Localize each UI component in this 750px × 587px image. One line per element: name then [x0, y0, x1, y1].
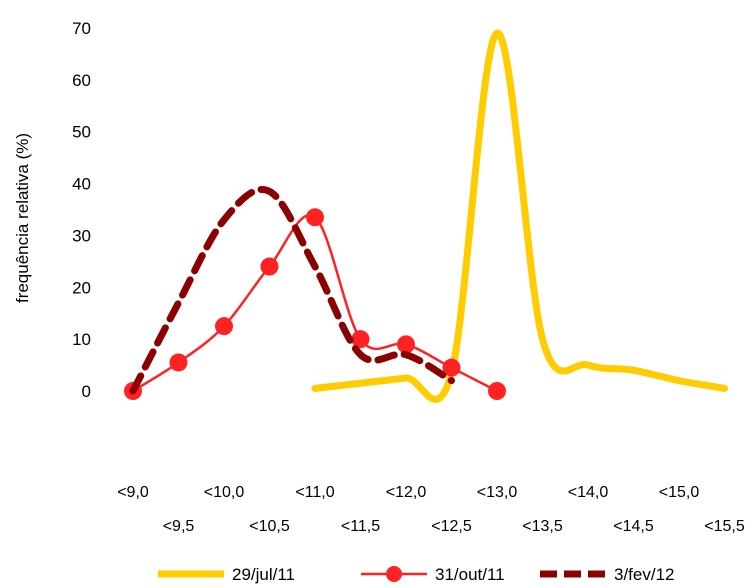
x-tick-label: <13,0 [477, 484, 518, 501]
data-point [397, 335, 415, 354]
y-tick-label: 30 [72, 226, 91, 245]
x-tick-label: <13,5 [522, 518, 563, 535]
x-tick-label: <10,5 [249, 518, 290, 535]
legend-label: 3/fev/12 [614, 565, 675, 584]
data-point [260, 257, 279, 276]
x-tick-label: <12,5 [431, 518, 472, 535]
legend: 29/jul/11 31/out/11 3/fev/12 [158, 565, 675, 584]
x-axis-ticks: <9,0 <9,5 <10,0<10,5 <11,0 <11,5 <12,0<12,5 <1… [117, 484, 745, 535]
data-point [442, 358, 461, 377]
y-tick-label: 60 [72, 71, 91, 90]
y-axis-label: frequência relativa (%) [13, 133, 32, 303]
x-tick-label: <11,5 [341, 518, 380, 535]
x-tick-label: <10,0 [204, 484, 245, 501]
series-line-3 [129, 186, 455, 395]
data-point [488, 382, 506, 400]
data-point [306, 208, 324, 227]
x-tick-label: <14,5 [613, 518, 654, 535]
x-tick-label: <12,0 [386, 484, 427, 501]
data-point [215, 317, 233, 336]
y-tick-label: 10 [72, 330, 91, 349]
y-tick-label: 20 [72, 278, 91, 297]
series-line-1 [311, 29, 728, 403]
x-tick-label: <11,0 [295, 484, 334, 501]
data-point [351, 330, 370, 349]
legend-marker [386, 566, 402, 582]
series-layer [124, 29, 728, 403]
x-tick-label: <15,5 [704, 518, 745, 535]
data-point [169, 353, 188, 372]
series-line-2 [131, 213, 499, 393]
y-axis-ticks: 0 10 20 30 40 50 60 70 [72, 19, 91, 401]
y-tick-label: 70 [72, 19, 91, 38]
x-tick-label: <9,5 [163, 518, 195, 535]
x-tick-label: <9,0 [117, 484, 149, 501]
y-tick-label: 40 [72, 175, 91, 194]
x-tick-label: <14,0 [568, 484, 609, 501]
y-tick-label: 0 [82, 382, 91, 401]
x-tick-label: <15,0 [659, 484, 700, 501]
y-tick-label: 50 [72, 123, 91, 142]
legend-label: 31/out/11 [435, 565, 505, 584]
legend-label: 29/jul/11 [232, 565, 295, 584]
